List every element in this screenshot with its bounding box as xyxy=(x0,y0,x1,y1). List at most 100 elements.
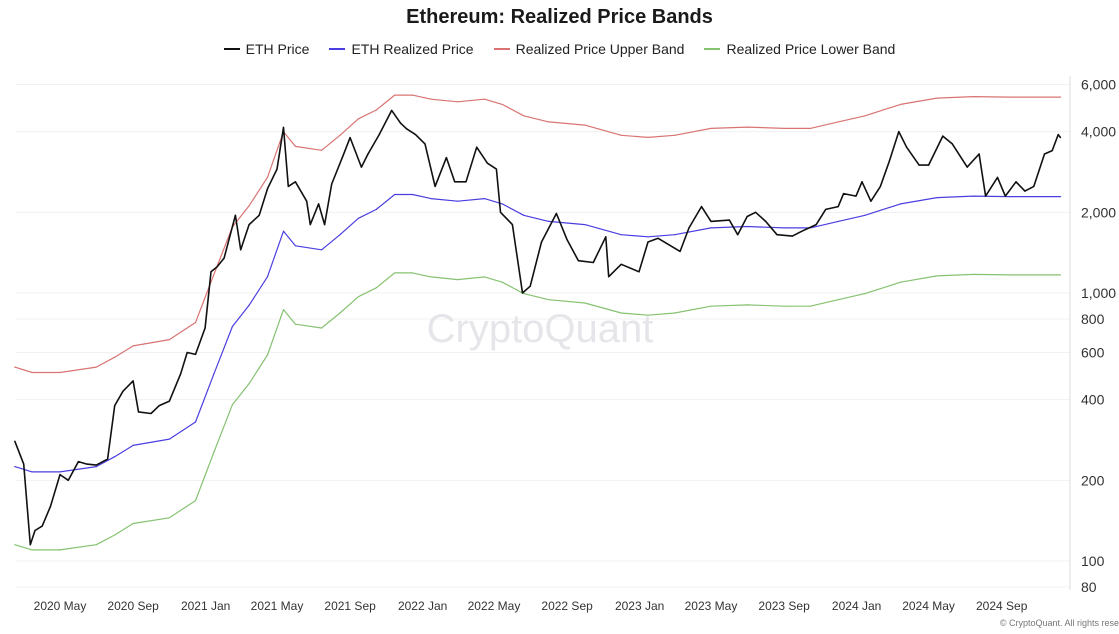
eth-price-point xyxy=(647,241,649,243)
y-tick-label: 4,000 xyxy=(1081,124,1116,140)
lower-band-point xyxy=(95,544,97,546)
eth-price-point xyxy=(791,235,794,237)
legend-label: ETH Price xyxy=(245,41,310,57)
eth-price-point xyxy=(495,168,497,170)
y-tick-label: 100 xyxy=(1081,553,1105,569)
upper-band-point xyxy=(584,124,586,126)
eth-price-point xyxy=(391,109,393,112)
eth-price-point xyxy=(342,155,344,157)
lower-band-point xyxy=(320,327,323,329)
eth-price-point xyxy=(414,133,417,136)
x-tick-label: 2020 May xyxy=(34,599,87,613)
upper-band-point xyxy=(457,101,459,103)
upper-band-point xyxy=(14,366,16,368)
x-axis-ticks: 2020 May 2020 Sep 2021 Jan 2021 May 2021 Sep… xyxy=(34,599,1028,613)
eth-price-point xyxy=(978,153,980,155)
eth-price-point xyxy=(86,463,88,465)
eth-price-point xyxy=(465,181,467,183)
eth-price-point xyxy=(801,230,803,232)
lower-band-point xyxy=(746,304,748,306)
eth-price-point xyxy=(486,162,489,164)
eth-price-point xyxy=(41,525,43,527)
realized-price-point xyxy=(114,456,116,458)
upper-band-point xyxy=(620,134,622,136)
upper-band-point xyxy=(394,94,396,96)
realized-price-point xyxy=(168,438,170,440)
lower-band-point xyxy=(900,281,902,283)
legend-item-lower-band[interactable]: Realized Price Lower Band xyxy=(704,41,895,57)
lower-band-point xyxy=(231,404,234,406)
realized-price-point xyxy=(132,444,134,446)
eth-price-point xyxy=(511,223,514,226)
eth-price-point xyxy=(122,390,124,392)
eth-price-point xyxy=(1059,137,1062,139)
upper-band-point xyxy=(900,103,902,106)
eth-price-point xyxy=(815,223,817,226)
legend-item-eth-price[interactable]: ETH Price xyxy=(223,41,310,57)
legend-item-realized-price[interactable]: ETH Realized Price xyxy=(329,41,474,57)
eth-price-point xyxy=(996,176,999,178)
lower-band-point xyxy=(483,276,486,278)
realized-price-point xyxy=(411,193,414,196)
eth-price-point xyxy=(985,195,987,197)
eth-price-point xyxy=(1004,195,1006,197)
realized-price-point xyxy=(95,466,97,468)
upper-band-point xyxy=(213,273,215,275)
eth-price-point xyxy=(746,215,748,218)
x-tick-label: 2023 Jan xyxy=(615,599,664,613)
y-axis-ticks: 6,000 4,000 2,000 1,000 800 600 400 200 100 80 xyxy=(1081,76,1116,595)
legend-item-upper-band[interactable]: Realized Price Upper Band xyxy=(493,41,685,57)
lower-band-point xyxy=(457,279,459,281)
upper-band-point xyxy=(266,176,269,178)
realized-price-point xyxy=(710,227,712,229)
realized-price-point xyxy=(900,203,902,205)
eth-price-point xyxy=(499,211,502,213)
x-tick-label: 2024 May xyxy=(902,599,955,613)
eth-price-point xyxy=(360,166,363,168)
eth-price-point xyxy=(1033,185,1035,187)
eth-price-point xyxy=(870,200,872,202)
lower-band-point xyxy=(411,272,414,274)
lower-band-point xyxy=(430,276,432,278)
eth-price-point xyxy=(555,212,558,215)
eth-price-point xyxy=(898,131,900,133)
eth-price-point xyxy=(1024,190,1026,192)
realized-price-point xyxy=(339,234,341,236)
realized-price-point xyxy=(837,220,839,222)
upper-band-point xyxy=(294,145,297,147)
lower-band-point xyxy=(114,534,116,536)
eth-price-point xyxy=(737,234,739,236)
legend-label: Realized Price Upper Band xyxy=(515,41,685,57)
upper-band-point xyxy=(864,115,866,117)
lower-band-point xyxy=(584,302,586,304)
realized-price-point xyxy=(31,471,33,473)
lower-band-point xyxy=(783,305,785,307)
lower-band-point xyxy=(620,312,622,314)
x-tick-label: 2023 May xyxy=(685,599,738,613)
lower-band-point xyxy=(394,272,396,274)
lower-band-point xyxy=(194,500,197,502)
legend-swatch xyxy=(223,48,240,50)
eth-price-point xyxy=(445,157,448,159)
eth-price-point xyxy=(216,266,218,268)
realized-price-point xyxy=(375,208,377,211)
upper-band-point xyxy=(31,371,33,374)
lower-band-point xyxy=(674,312,676,314)
eth-price-point xyxy=(67,479,69,481)
eth-price-point xyxy=(657,237,659,239)
lower-band-point xyxy=(132,522,134,525)
eth-price-point xyxy=(688,227,690,229)
lower-band-point xyxy=(168,517,170,519)
copyright-footer: © CryptoQuant. All rights rese xyxy=(999,618,1119,628)
upper-band-point xyxy=(95,366,97,368)
upper-band-point xyxy=(809,127,811,130)
lower-band-point xyxy=(339,312,341,314)
legend-swatch xyxy=(493,48,510,50)
upper-band-point xyxy=(1009,96,1011,98)
x-tick-label: 2022 Sep xyxy=(541,599,593,613)
realized-price-point xyxy=(548,220,550,222)
upper-band-point xyxy=(501,103,503,106)
lower-band-point xyxy=(357,296,360,298)
eth-price-point xyxy=(23,463,25,465)
eth-price-point xyxy=(266,188,269,190)
